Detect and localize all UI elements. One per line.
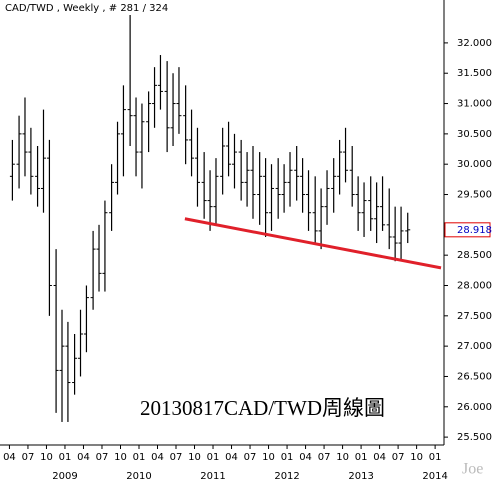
x-tick-label: 07 xyxy=(392,452,405,463)
x-tick-label: 04 xyxy=(373,452,386,463)
y-tick-label: 25.500 xyxy=(457,432,492,443)
year-label: 2009 xyxy=(52,471,77,482)
x-tick-label: 01 xyxy=(207,452,220,463)
y-tick-label: 26.000 xyxy=(457,402,492,413)
chart-title: CAD/TWD , Weekly , # 281 / 324 xyxy=(5,3,168,14)
x-tick-label: 07 xyxy=(318,452,331,463)
x-tick-label: 07 xyxy=(170,452,183,463)
last-price-box xyxy=(444,222,491,238)
x-tick-label: 10 xyxy=(40,452,53,463)
annotation: 20130817CAD/TWD周線圖 xyxy=(140,396,385,420)
y-tick-label: 30.500 xyxy=(457,129,492,140)
x-tick-label: 01 xyxy=(281,452,294,463)
x-tick-label: 01 xyxy=(59,452,72,463)
x-tick-label: 04 xyxy=(225,452,238,463)
year-label: 2011 xyxy=(200,471,225,482)
x-tick-label: 07 xyxy=(22,452,35,463)
x-tick-label: 07 xyxy=(244,452,257,463)
x-tick-label: 10 xyxy=(410,452,423,463)
year-label: 2010 xyxy=(126,471,151,482)
year-label: 2014 xyxy=(422,471,447,482)
x-tick-label: 10 xyxy=(114,452,127,463)
trendline xyxy=(184,217,442,270)
y-tick-label: 29.500 xyxy=(457,190,492,201)
x-tick-label: 04 xyxy=(3,452,16,463)
year-label: 2012 xyxy=(274,471,299,482)
x-tick-label: 10 xyxy=(188,452,201,463)
x-tick-label: 04 xyxy=(151,452,164,463)
y-tick-label: 31.500 xyxy=(457,68,492,79)
y-tick-label: 28.000 xyxy=(457,280,492,291)
y-tick-label: 26.500 xyxy=(457,371,492,382)
y-tick-label: 27.500 xyxy=(457,311,492,322)
watermark: Joe xyxy=(462,461,483,478)
x-tick-label: 10 xyxy=(262,452,275,463)
y-tick-label: 32.000 xyxy=(457,38,492,49)
x-tick-label: 04 xyxy=(299,452,312,463)
x-tick-label: 07 xyxy=(96,452,109,463)
x-tick-label: 10 xyxy=(336,452,349,463)
x-tick-label: 01 xyxy=(355,452,368,463)
y-tick-label: 31.000 xyxy=(457,99,492,110)
x-tick-label: 04 xyxy=(77,452,90,463)
y-tick-label: 28.500 xyxy=(457,250,492,261)
y-tick-label: 27.000 xyxy=(457,341,492,352)
last-price-label: 28.918 xyxy=(457,225,492,236)
year-label: 2013 xyxy=(348,471,373,482)
x-tick-label: 01 xyxy=(133,452,146,463)
y-tick-label: 30.000 xyxy=(457,159,492,170)
x-tick-label: 01 xyxy=(429,452,442,463)
